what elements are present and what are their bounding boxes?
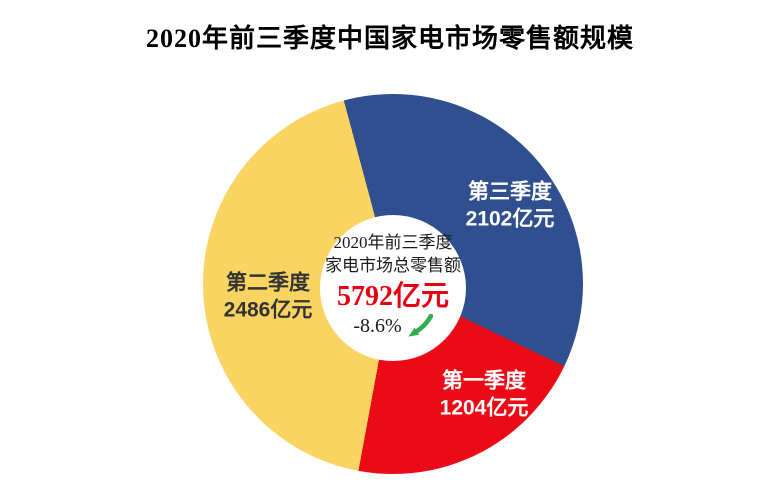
pie-chart: 第三季度 2102亿元 第一季度 1204亿元 第二季度 2486亿元 2020… xyxy=(203,94,583,474)
slice-q1-name: 第一季度 xyxy=(442,369,526,393)
slice-label-q2: 第二季度 2486亿元 xyxy=(224,270,313,325)
slice-q3-value: 2102亿元 xyxy=(465,208,555,231)
center-total-value: 5792亿元 xyxy=(336,280,449,312)
slice-label-q1: 第一季度 1204亿元 xyxy=(440,368,529,423)
slice-q2-name: 第二季度 xyxy=(226,271,310,295)
pie-center: 2020年前三季度 家电市场总零售额 5792亿元 -8.6% xyxy=(320,215,466,361)
slice-label-q3: 第三季度 2102亿元 xyxy=(466,179,555,234)
down-left-arrow-icon xyxy=(406,314,433,339)
center-caption-line2: 家电市场总零售额 xyxy=(325,255,461,275)
center-caption-line1: 2020年前三季度 xyxy=(333,233,453,252)
center-change-row: -8.6% xyxy=(320,314,466,339)
slice-q3-name: 第三季度 xyxy=(468,180,552,204)
slice-q2-value: 2486亿元 xyxy=(223,299,313,322)
chart-title: 2020年前三季度中国家电市场零售额规模 xyxy=(145,24,634,53)
slice-q1-value: 1204亿元 xyxy=(439,397,529,420)
center-change-value: -8.6% xyxy=(353,315,402,338)
